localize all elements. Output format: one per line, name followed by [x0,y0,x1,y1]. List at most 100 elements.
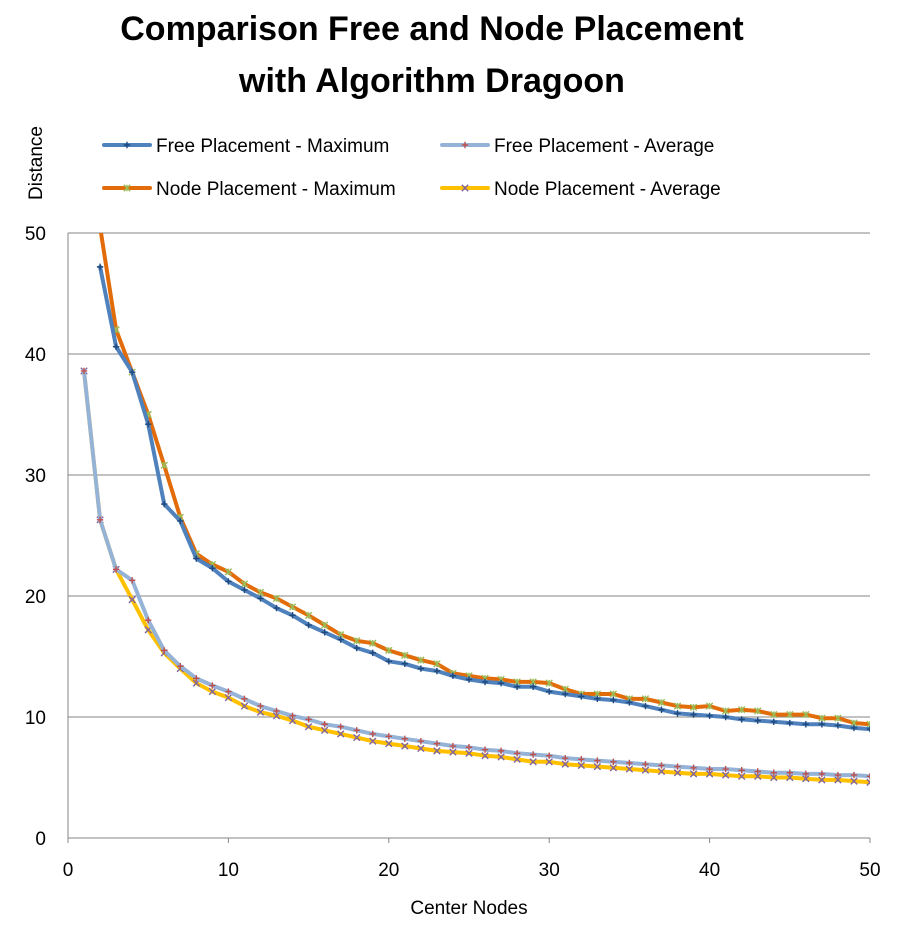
data-point-1-11 [241,695,248,703]
data-point-1-40 [706,765,713,773]
data-point-0-31 [562,690,569,698]
data-point-1-5 [145,617,152,624]
data-point-0-45 [786,719,793,727]
data-point-0-5 [145,420,152,428]
data-point-2-36 [641,695,650,703]
data-point-1-14 [289,712,296,719]
data-point-3-14 [288,716,297,725]
plot-series [80,224,870,787]
chart-title-line1: Comparison Free and Node Placement [120,10,744,48]
legend-label-0: Free Placement - Maximum [156,136,389,157]
data-point-3-41 [721,771,730,779]
data-point-0-35 [626,699,633,706]
data-point-1-37 [658,762,665,769]
data-point-1-16 [321,721,328,728]
data-point-3-22 [417,744,425,753]
data-point-0-19 [369,649,376,657]
legend-marker-3 [461,184,469,192]
x-tick-label-0: 0 [63,860,74,881]
data-point-1-42 [738,767,745,774]
data-point-3-25 [465,749,473,757]
data-point-0-49 [850,724,858,732]
data-point-0-34 [610,696,617,704]
legend-item-2: Node Placement - Maximum [102,179,396,200]
data-point-0-9 [209,564,216,572]
data-point-1-27 [497,747,505,755]
data-point-0-41 [722,713,729,721]
data-point-3-45 [786,773,794,782]
data-point-0-48 [834,722,842,729]
data-point-1-22 [417,738,425,745]
x-axis-ticks: 0 10 20 30 40 50 [63,860,881,881]
data-point-0-43 [754,717,761,724]
data-point-0-33 [594,695,601,703]
data-point-3-33 [593,762,602,771]
data-point-0-32 [578,693,585,700]
data-point-0-12 [257,595,264,602]
data-point-3-23 [433,747,441,755]
data-point-2-38 [673,702,682,710]
data-point-1-24 [449,742,457,750]
data-point-0-6 [161,500,168,508]
data-point-0-20 [385,658,392,665]
data-point-3-39 [689,770,698,778]
data-point-1-47 [818,770,826,778]
data-point-0-39 [690,711,697,718]
data-point-3-10 [224,693,233,702]
data-point-1-33 [594,757,601,764]
data-point-3-46 [802,775,810,783]
data-point-1-9 [209,682,216,689]
legend-item-1: Free Placement - Average [440,136,714,157]
x-axis-title: Center Nodes [410,898,527,919]
data-point-0-15 [305,621,312,629]
data-point-1-31 [562,754,569,762]
data-point-2-40 [705,702,714,710]
data-point-1-19 [369,730,376,738]
legend-marker-0 [123,141,131,149]
data-point-1-13 [273,707,280,715]
data-point-3-35 [625,765,634,773]
data-point-3-17 [336,730,345,738]
data-point-0-37 [658,706,665,713]
data-point-2-21 [401,651,409,659]
data-point-1-6 [161,647,168,654]
data-point-2-43 [754,707,762,715]
data-point-2-46 [802,710,810,719]
data-point-2-6 [160,461,168,470]
data-point-2-2 [97,224,103,230]
data-point-3-27 [497,753,505,761]
data-point-0-18 [353,644,360,652]
legend-item-3: Node Placement - Average [440,179,721,200]
y-tick-label-50: 50 [25,224,46,245]
data-point-2-44 [770,710,778,719]
data-point-0-44 [770,718,777,726]
data-point-3-30 [545,758,553,766]
data-point-2-39 [689,703,698,712]
data-point-2-12 [256,588,265,597]
data-point-3-42 [737,772,746,780]
data-point-1-21 [401,735,409,742]
data-point-3-18 [353,733,361,742]
data-point-2-11 [240,580,249,588]
data-point-0-3 [112,343,120,350]
x-tick-label-30: 30 [539,860,560,881]
data-point-0-25 [465,676,473,683]
data-point-0-17 [337,636,344,643]
data-point-1-25 [465,744,473,751]
data-point-3-21 [401,742,409,750]
data-point-1-50 [866,773,870,780]
data-point-3-12 [256,708,265,716]
data-point-3-38 [673,768,682,777]
series-3 [80,367,870,787]
data-point-1-46 [802,770,810,778]
x-tick-label-10: 10 [218,860,239,881]
data-point-0-16 [321,629,328,636]
legend: Free Placement - Maximum Free Placement -… [102,136,721,200]
data-point-2-20 [385,646,393,655]
data-point-0-2 [96,263,104,271]
data-point-1-17 [337,723,344,730]
data-point-3-31 [561,760,569,768]
data-point-0-27 [497,679,505,687]
data-point-2-22 [417,656,425,664]
